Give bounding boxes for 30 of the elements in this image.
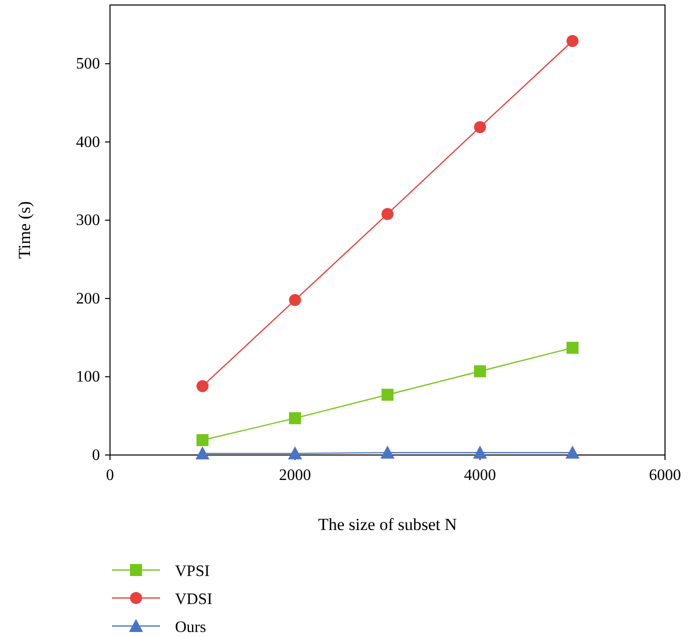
point <box>196 434 208 446</box>
point <box>382 208 394 220</box>
point <box>566 342 578 354</box>
legend-label: Ours <box>175 619 206 636</box>
point <box>196 380 208 392</box>
point <box>474 121 486 134</box>
point <box>289 412 301 424</box>
y-tick-label: 200 <box>76 290 100 308</box>
y-tick-label: 500 <box>76 56 100 73</box>
point <box>289 294 301 306</box>
x-tick-label: 6000 <box>649 467 681 484</box>
legend-label: VPSI <box>175 563 210 580</box>
point <box>474 365 486 378</box>
point <box>288 446 302 460</box>
x-tick-label: 0 <box>106 467 114 484</box>
point <box>196 446 210 460</box>
point <box>566 35 578 47</box>
point <box>566 446 580 459</box>
x-axis-title: The size of subset N <box>318 515 457 534</box>
y-axis-title: Time (s) <box>15 201 34 259</box>
x-tick-label: 2000 <box>279 467 311 484</box>
x-tick-label: 4000 <box>464 467 496 484</box>
point <box>380 446 394 459</box>
point <box>382 388 394 401</box>
legend-label: VDSI <box>175 591 212 608</box>
point <box>473 446 487 459</box>
y-tick-label: 300 <box>76 212 100 230</box>
y-tick-label: 0 <box>92 447 100 464</box>
y-tick-label: 100 <box>76 368 100 386</box>
y-tick-label: 400 <box>76 134 100 151</box>
